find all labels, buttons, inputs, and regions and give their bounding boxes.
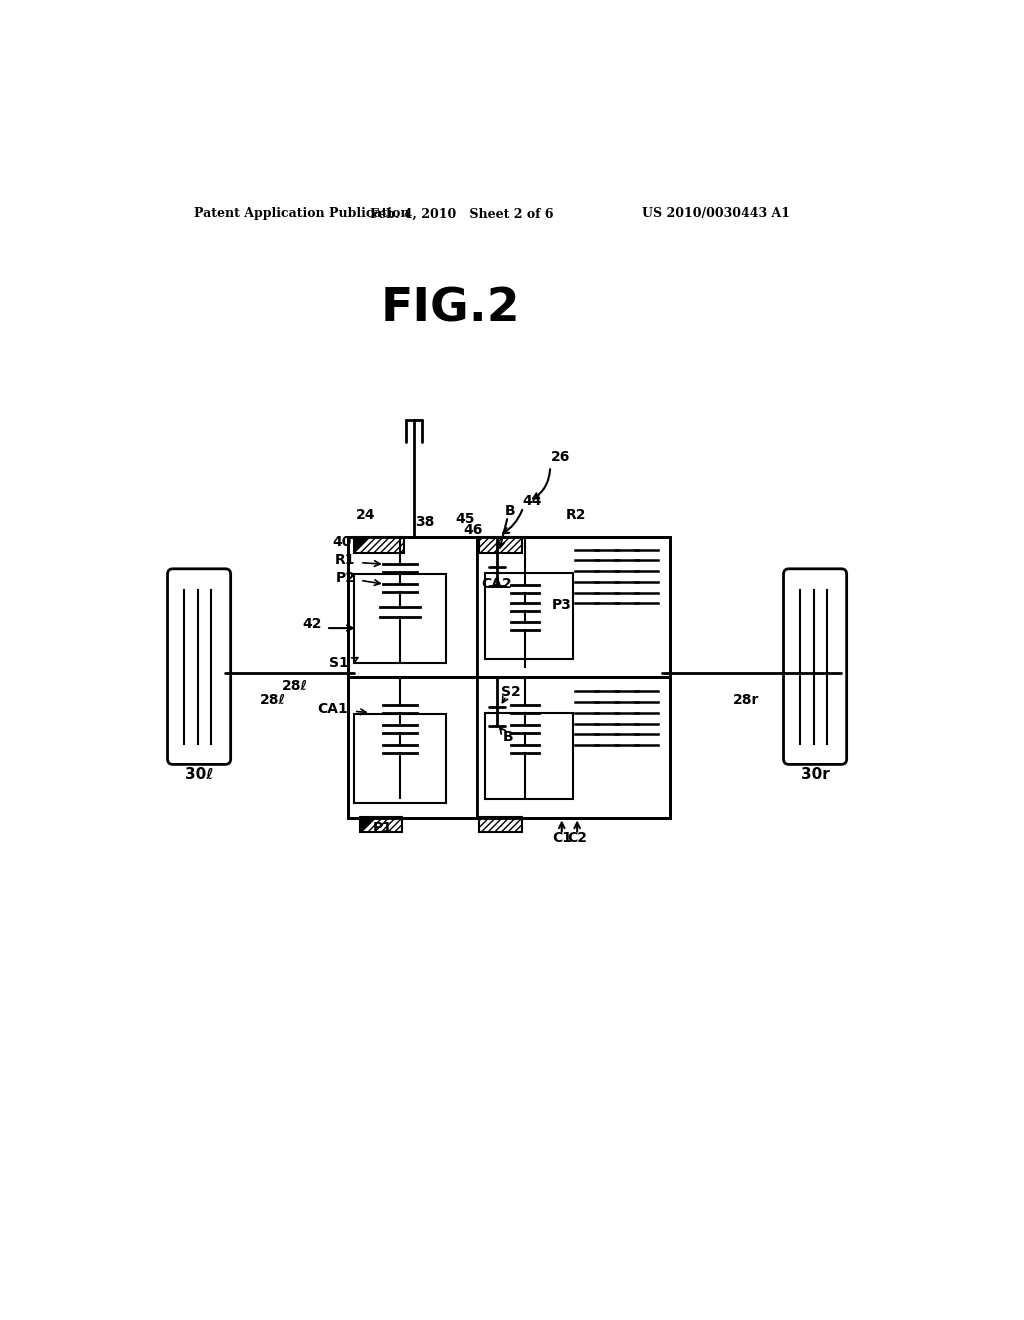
Text: 40: 40 bbox=[333, 535, 352, 549]
Polygon shape bbox=[354, 537, 370, 553]
Text: S1: S1 bbox=[329, 656, 348, 669]
Text: C1: C1 bbox=[552, 830, 571, 845]
Text: R2: R2 bbox=[565, 508, 586, 521]
Bar bbox=[354, 714, 446, 803]
Text: 24: 24 bbox=[355, 508, 375, 521]
Text: CA1: CA1 bbox=[317, 702, 348, 715]
Bar bbox=[354, 537, 403, 553]
Text: 30r: 30r bbox=[801, 767, 829, 781]
Text: 38: 38 bbox=[415, 515, 434, 529]
Text: 46: 46 bbox=[464, 523, 483, 537]
Bar bbox=[484, 573, 573, 659]
Text: P3: P3 bbox=[552, 598, 571, 612]
Text: S2: S2 bbox=[501, 685, 521, 700]
Text: CA2: CA2 bbox=[481, 577, 512, 591]
FancyBboxPatch shape bbox=[783, 569, 847, 764]
Text: R1: R1 bbox=[335, 553, 355, 568]
Text: B: B bbox=[503, 730, 513, 744]
Text: C2: C2 bbox=[567, 830, 587, 845]
FancyBboxPatch shape bbox=[168, 569, 230, 764]
Text: 44: 44 bbox=[522, 494, 543, 508]
Bar bbox=[477, 537, 670, 677]
Bar bbox=[484, 713, 573, 799]
Text: US 2010/0030443 A1: US 2010/0030443 A1 bbox=[642, 207, 790, 220]
Bar bbox=[348, 537, 477, 677]
Text: B: B bbox=[505, 504, 515, 517]
Bar bbox=[354, 574, 446, 663]
Text: P2: P2 bbox=[336, 572, 355, 585]
Text: Feb. 4, 2010   Sheet 2 of 6: Feb. 4, 2010 Sheet 2 of 6 bbox=[370, 207, 553, 220]
Text: 30ℓ: 30ℓ bbox=[185, 767, 213, 781]
Text: 42: 42 bbox=[302, 618, 322, 631]
Text: 28ℓ: 28ℓ bbox=[282, 678, 307, 693]
Bar bbox=[477, 677, 670, 817]
Text: 26: 26 bbox=[551, 450, 570, 465]
Text: P1: P1 bbox=[373, 821, 393, 836]
Text: 28r: 28r bbox=[733, 693, 760, 706]
Text: FIG.2: FIG.2 bbox=[380, 286, 520, 331]
Text: 28ℓ: 28ℓ bbox=[260, 693, 286, 706]
Bar bbox=[360, 817, 402, 832]
Polygon shape bbox=[360, 817, 376, 832]
Bar bbox=[479, 817, 521, 832]
Bar bbox=[348, 677, 477, 817]
Text: 45: 45 bbox=[456, 512, 475, 525]
Bar bbox=[479, 537, 521, 553]
Text: Patent Application Publication: Patent Application Publication bbox=[194, 207, 410, 220]
